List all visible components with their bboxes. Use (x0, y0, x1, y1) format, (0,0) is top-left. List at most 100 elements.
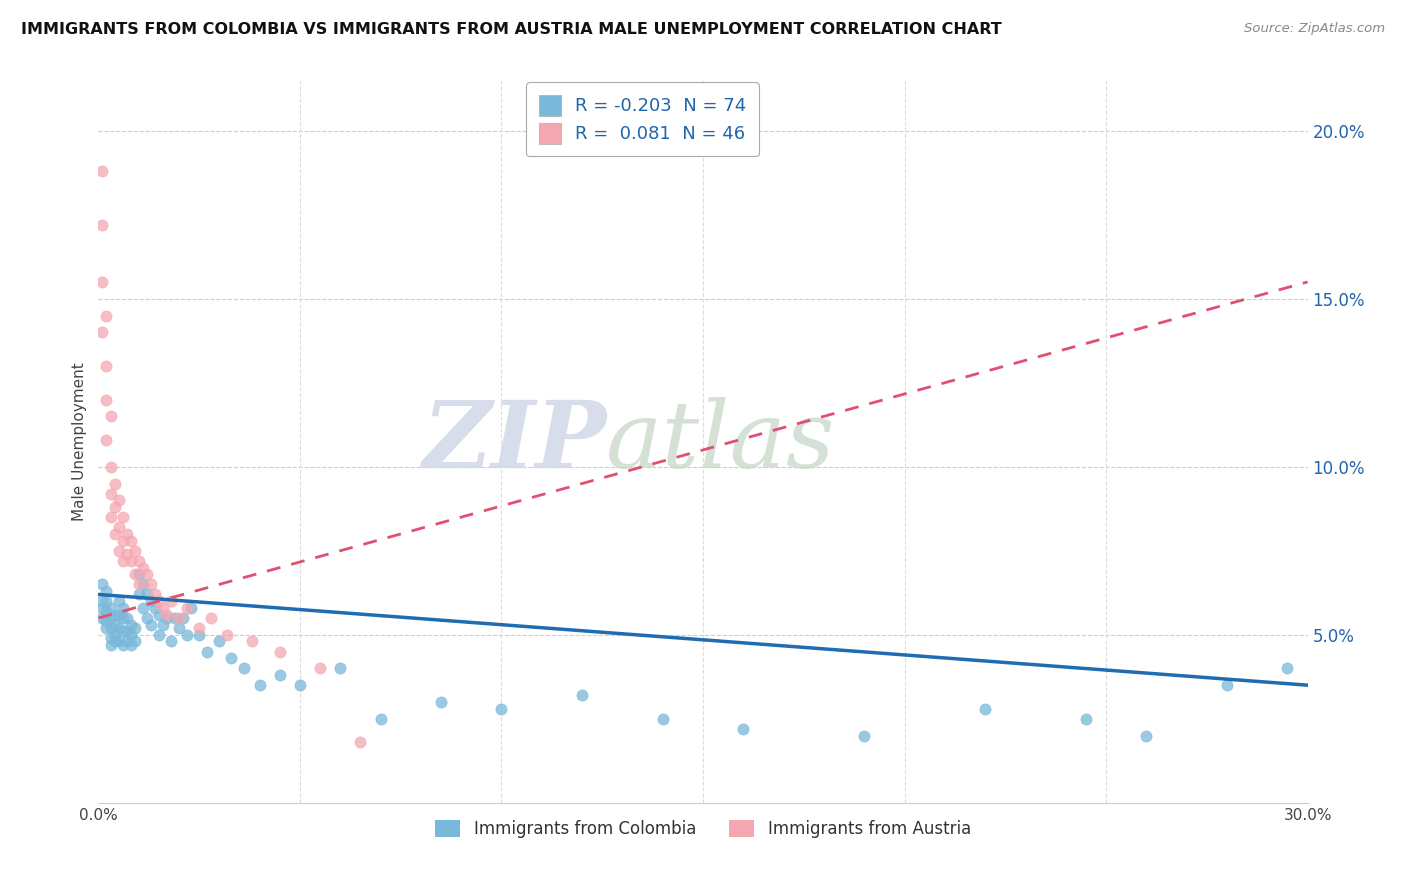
Point (103, 527, 125, 541)
Point (124, 634, 146, 648)
Point (103, 500, 125, 514)
Point (124, 543, 146, 558)
Point (139, 594, 162, 608)
Point (152, 600, 174, 615)
Point (115, 527, 138, 541)
Point (128, 577, 150, 591)
Point (152, 617, 174, 632)
Point (96, 621, 118, 635)
Point (91, 326, 114, 340)
Point (188, 628, 211, 642)
Point (132, 577, 155, 591)
Point (111, 510, 134, 524)
Point (103, 628, 125, 642)
Point (111, 533, 134, 548)
Point (1216, 678, 1239, 692)
Point (103, 476, 125, 491)
Point (156, 607, 179, 622)
Point (188, 621, 211, 635)
Text: atlas: atlas (606, 397, 835, 486)
Point (167, 611, 190, 625)
Point (100, 486, 122, 500)
Point (349, 735, 371, 749)
Point (103, 634, 125, 648)
Point (124, 621, 146, 635)
Point (96, 433, 118, 447)
Point (143, 600, 166, 615)
Point (91, 218, 114, 232)
Point (269, 644, 291, 658)
Point (120, 617, 142, 632)
Point (91, 275, 114, 289)
Point (107, 543, 129, 558)
Point (1277, 661, 1299, 675)
Point (148, 594, 170, 608)
Point (135, 611, 157, 625)
Point (96, 309, 118, 323)
Point (143, 587, 166, 601)
Point (733, 722, 755, 736)
Point (232, 661, 254, 675)
Point (91, 611, 114, 625)
Point (853, 729, 876, 743)
Point (163, 611, 186, 625)
Point (91, 600, 114, 615)
Text: IMMIGRANTS FROM COLOMBIA VS IMMIGRANTS FROM AUSTRIA MALE UNEMPLOYMENT CORRELATIO: IMMIGRANTS FROM COLOMBIA VS IMMIGRANTS F… (21, 22, 1002, 37)
Point (100, 621, 122, 635)
Point (91, 594, 114, 608)
Point (111, 638, 134, 652)
Point (103, 607, 125, 622)
Point (176, 628, 198, 642)
Point (100, 600, 122, 615)
Text: Source: ZipAtlas.com: Source: ZipAtlas.com (1244, 22, 1385, 36)
Point (128, 587, 150, 601)
Point (651, 712, 673, 726)
Point (269, 668, 291, 682)
Point (91, 164, 114, 178)
Point (217, 628, 239, 642)
Point (1135, 729, 1157, 743)
Point (208, 634, 231, 648)
Point (100, 611, 122, 625)
Point (100, 510, 122, 524)
Point (491, 702, 513, 716)
Legend: Immigrants from Colombia, Immigrants from Austria: Immigrants from Colombia, Immigrants fro… (429, 814, 977, 845)
Point (124, 567, 146, 582)
Point (91, 577, 114, 591)
Point (120, 628, 142, 642)
Point (180, 600, 202, 615)
Point (288, 678, 311, 692)
Point (111, 611, 134, 625)
Point (139, 617, 162, 632)
Point (107, 634, 129, 648)
Point (148, 607, 170, 622)
Point (100, 459, 122, 474)
Text: ZIP: ZIP (422, 397, 606, 486)
Point (167, 621, 190, 635)
Point (135, 587, 157, 601)
Point (974, 702, 997, 716)
Point (115, 634, 138, 648)
Point (115, 624, 138, 639)
Point (100, 638, 122, 652)
Point (107, 520, 129, 534)
Point (1074, 712, 1097, 726)
Point (120, 533, 142, 548)
Point (96, 594, 118, 608)
Point (128, 554, 150, 568)
Point (160, 634, 183, 648)
Point (135, 567, 157, 582)
Point (111, 624, 134, 639)
Point (148, 628, 170, 642)
Point (176, 600, 198, 615)
Point (107, 621, 129, 635)
Point (107, 493, 129, 508)
Point (96, 392, 118, 407)
Point (329, 661, 352, 675)
Y-axis label: Male Unemployment: Male Unemployment (72, 362, 87, 521)
Point (100, 631, 122, 645)
Point (172, 611, 194, 625)
Point (132, 560, 155, 574)
Point (111, 600, 134, 615)
Point (107, 594, 129, 608)
